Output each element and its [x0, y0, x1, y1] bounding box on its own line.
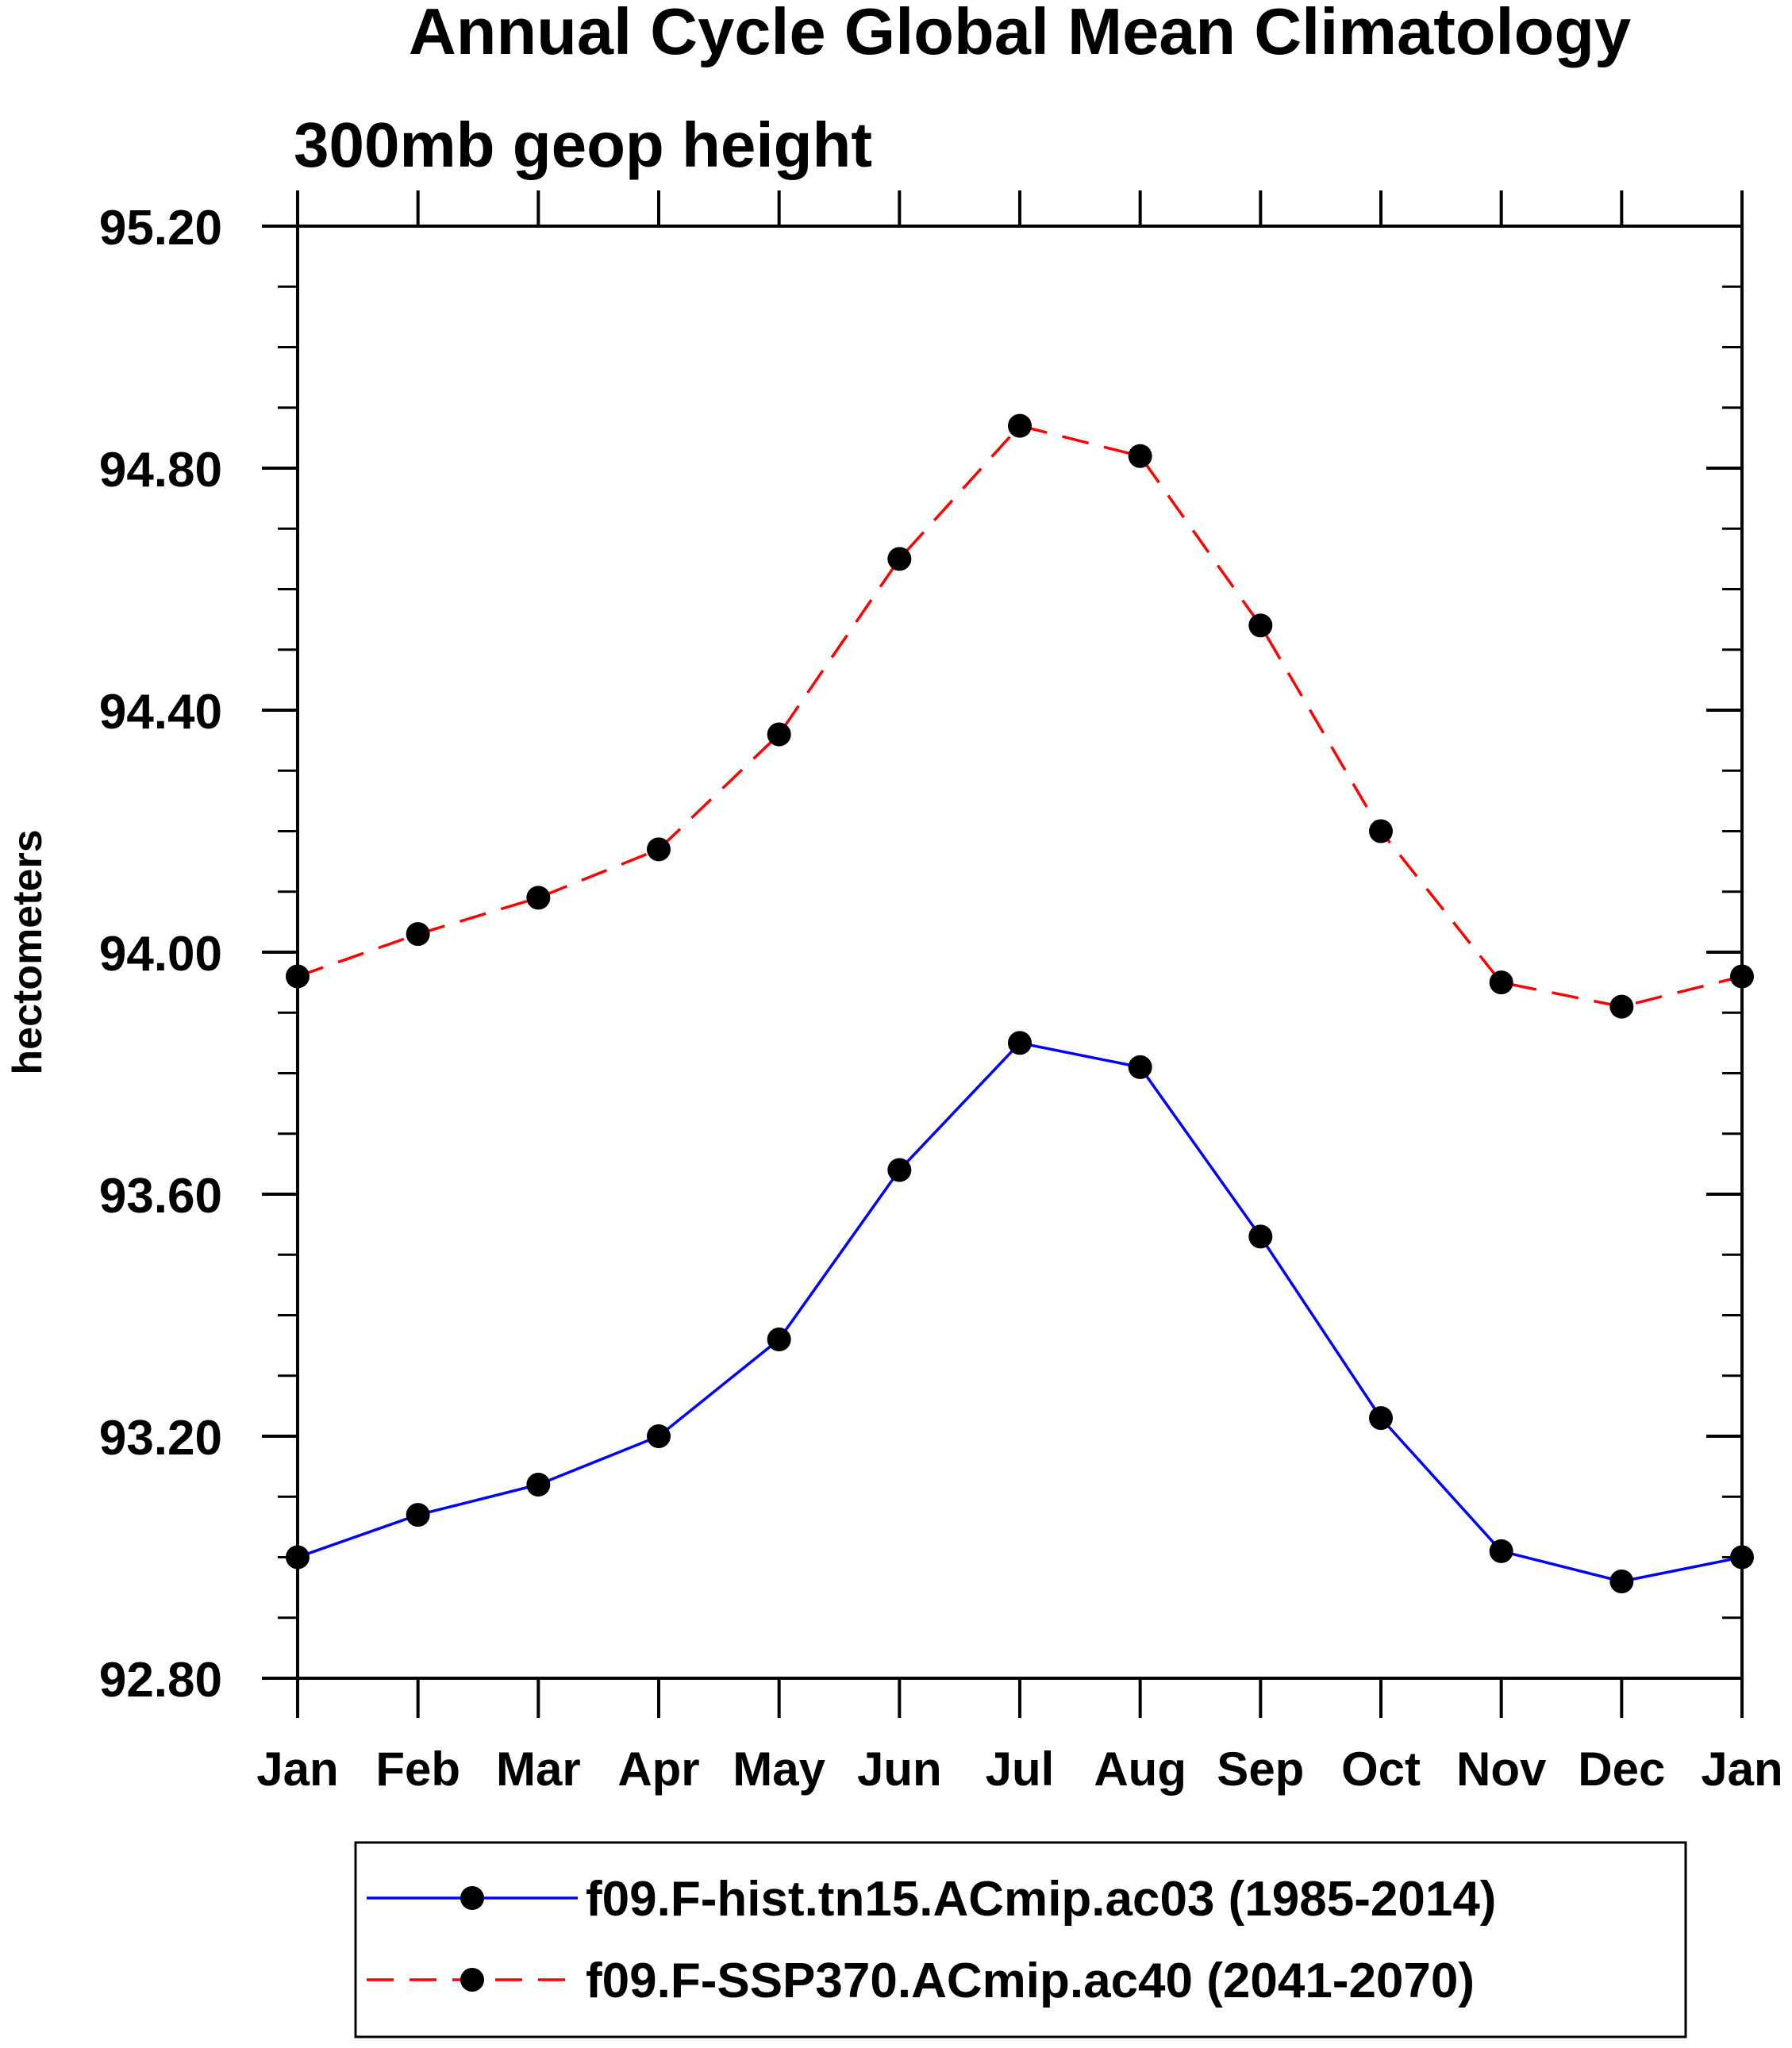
data-point: [1369, 1406, 1393, 1431]
legend: f09.F-hist.tn15.ACmip.ac03 (1985-2014) f0…: [354, 1841, 1687, 2038]
y-axis-label: hectometers: [5, 829, 51, 1074]
legend-marker-2: [460, 1968, 484, 1992]
data-point: [1609, 994, 1634, 1019]
legend-label-2: f09.F-SSP370.ACmip.ac40 (2041-2070): [586, 1954, 1475, 2008]
data-point: [526, 886, 551, 910]
data-point: [1369, 819, 1393, 843]
x-tick-label: Oct: [1341, 1743, 1421, 1796]
data-point: [887, 547, 912, 571]
data-point: [406, 922, 430, 947]
x-tick-label: Aug: [1094, 1743, 1186, 1796]
data-point: [1489, 970, 1513, 995]
data-point: [887, 1158, 912, 1182]
y-tick-label: 93.20: [99, 1411, 222, 1466]
y-tick-label: 94.00: [99, 927, 222, 982]
x-tick-label: Mar: [496, 1743, 581, 1796]
plot-axes: 92.80 93.20 93.60 94.00 94.40 94.80 95.20 Jan Fe…: [99, 190, 1783, 1796]
x-tick-label: Feb: [375, 1743, 460, 1796]
series-line: [297, 424, 1743, 1009]
data-point: [1730, 1545, 1754, 1570]
series-line: [297, 1041, 1743, 1583]
series-1: [286, 1031, 1754, 1593]
data-point: [1489, 1539, 1513, 1563]
x-tick-label: Sep: [1217, 1743, 1304, 1796]
data-point: [1128, 444, 1152, 468]
x-tick-label: May: [733, 1743, 825, 1796]
y-tick-label: 92.80: [99, 1653, 222, 1708]
x-tick-label: Apr: [617, 1743, 699, 1796]
legend-marker-1: [460, 1886, 484, 1910]
data-point: [1248, 1224, 1273, 1249]
chart-subtitle: 300mb geop height: [294, 110, 872, 180]
data-point: [1730, 964, 1754, 989]
data-point: [1128, 1055, 1152, 1079]
x-tick-label: Jan: [1701, 1743, 1782, 1796]
plot-frame: [296, 225, 1744, 1680]
data-point: [1609, 1570, 1634, 1593]
x-tick-label: Jul: [986, 1743, 1055, 1796]
x-tick-label: Dec: [1578, 1743, 1665, 1796]
data-point: [1008, 1031, 1032, 1055]
x-tick-label: Jan: [256, 1743, 338, 1796]
data-point: [767, 1328, 791, 1351]
x-tick-label: Nov: [1456, 1743, 1547, 1796]
y-tick-label: 94.80: [99, 443, 222, 498]
y-tick-label: 95.20: [99, 201, 222, 256]
x-tick-label: Jun: [857, 1743, 942, 1796]
y-tick-label: 94.40: [99, 685, 222, 740]
series-layer: [286, 413, 1754, 1593]
chart-title: Annual Cycle Global Mean Climatology: [409, 0, 1631, 68]
data-point: [1248, 613, 1273, 638]
legend-label-1: f09.F-hist.tn15.ACmip.ac03 (1985-2014): [586, 1872, 1496, 1927]
data-point: [647, 837, 671, 862]
data-point: [406, 1503, 430, 1527]
data-point: [286, 964, 310, 989]
data-point: [286, 1545, 310, 1570]
legend-box: [354, 1841, 1687, 2038]
data-point: [647, 1424, 671, 1448]
data-point: [1008, 413, 1032, 438]
data-point: [526, 1473, 551, 1497]
data-point: [767, 722, 791, 747]
y-tick-label: 93.60: [99, 1169, 222, 1224]
series-2: [286, 413, 1754, 1019]
